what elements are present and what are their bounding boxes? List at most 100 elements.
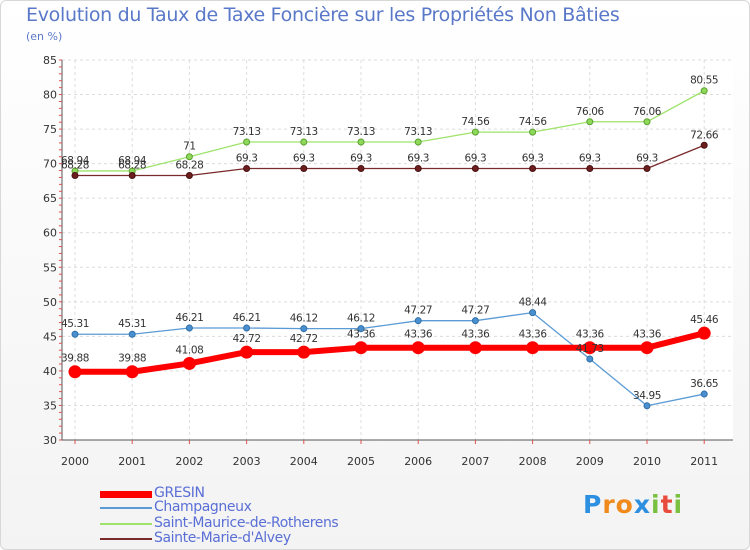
data-point-sainte-marie-d-alvey [128, 172, 136, 180]
series-line-sainte-marie-d-alvey [75, 144, 705, 177]
data-label-gresin: 41.08 [175, 344, 203, 356]
data-point-gresin [68, 365, 82, 379]
data-point-sainte-marie-d-alvey [243, 164, 251, 172]
legend-swatch-champagneux [100, 507, 152, 509]
data-point-sainte-marie-d-alvey [471, 164, 479, 172]
y-tick-label: 65 [43, 192, 57, 205]
data-label-gresin: 43.36 [519, 329, 548, 341]
data-point-saint-maurice-de-rotherens [471, 128, 479, 136]
y-tick-label: 30 [43, 434, 57, 447]
data-point-champagneux [586, 355, 594, 363]
data-label-sainte-marie-d-alvey: 69.3 [236, 152, 258, 164]
y-tick-label: 40 [43, 365, 57, 378]
data-point-sainte-marie-d-alvey [300, 164, 308, 172]
legend-item-champagneux[interactable]: Champagneux [100, 499, 400, 515]
data-label-champagneux: 46.21 [175, 312, 203, 324]
data-label-sainte-marie-d-alvey: 69.3 [636, 152, 658, 164]
data-label-gresin: 42.72 [233, 333, 261, 345]
data-point-champagneux [414, 317, 422, 325]
data-label-champagneux: 34.95 [633, 390, 661, 402]
data-point-gresin [240, 345, 254, 359]
legend-swatch-sainte-marie [100, 538, 152, 540]
data-point-saint-maurice-de-rotherens [586, 118, 594, 126]
data-label-gresin: 43.36 [576, 329, 605, 341]
data-point-champagneux [71, 330, 79, 338]
data-point-champagneux [300, 325, 308, 333]
series-line-gresin [75, 330, 705, 375]
chart-title: Evolution du Taux de Taxe Foncière sur l… [26, 4, 620, 26]
data-label-champagneux: 46.12 [347, 313, 375, 325]
legend-item-saint-maurice[interactable]: Saint-Maurice-de-Rotherens [100, 515, 400, 531]
data-point-sainte-marie-d-alvey [700, 141, 708, 149]
data-point-champagneux [243, 324, 251, 332]
data-label-champagneux: 36.65 [690, 378, 718, 390]
data-point-sainte-marie-d-alvey [586, 164, 594, 172]
data-point-champagneux [643, 402, 651, 410]
data-label-champagneux: 46.21 [233, 312, 261, 324]
data-label-champagneux: 48.44 [519, 297, 548, 309]
data-label-gresin: 39.88 [118, 353, 146, 365]
data-point-gresin [297, 345, 311, 359]
legend-label-champagneux: Champagneux [154, 499, 252, 515]
y-tick-label: 85 [43, 54, 57, 67]
proxiti-logo: Proxiti [583, 490, 683, 519]
data-label-saint-maurice-de-rotherens: 71 [183, 141, 196, 153]
data-label-gresin: 43.36 [347, 329, 376, 341]
data-label-saint-maurice-de-rotherens: 76.06 [633, 106, 662, 118]
data-point-champagneux [471, 317, 479, 325]
chart-subtitle: (en %) [26, 30, 63, 43]
data-label-saint-maurice-de-rotherens: 76.06 [576, 106, 605, 118]
data-label-sainte-marie-d-alvey: 69.3 [407, 152, 429, 164]
data-label-saint-maurice-de-rotherens: 74.56 [461, 116, 490, 128]
logo-letter: o [615, 490, 634, 519]
data-point-sainte-marie-d-alvey [357, 164, 365, 172]
logo-letter: t [660, 490, 674, 519]
data-label-sainte-marie-d-alvey: 68.28 [175, 160, 203, 172]
legend-item-sainte-marie[interactable]: Sainte-Marie-d'Alvey [100, 530, 400, 546]
x-tick-label: 2004 [290, 455, 318, 468]
data-label-champagneux: 47.27 [461, 305, 489, 317]
data-label-sainte-marie-d-alvey: 68.28 [118, 160, 146, 172]
y-tick-label: 80 [43, 89, 57, 102]
logo-letter: i [673, 490, 684, 519]
x-tick-label: 2009 [576, 455, 604, 468]
data-label-saint-maurice-de-rotherens: 73.13 [233, 126, 261, 138]
data-label-saint-maurice-de-rotherens: 73.13 [347, 126, 375, 138]
data-label-champagneux: 45.31 [61, 318, 89, 330]
legend-label-sainte-marie: Sainte-Marie-d'Alvey [154, 530, 291, 546]
data-label-sainte-marie-d-alvey: 72.66 [690, 129, 719, 141]
data-label-gresin: 45.46 [690, 314, 719, 326]
data-point-champagneux [700, 390, 708, 398]
data-point-saint-maurice-de-rotherens [414, 138, 422, 146]
data-label-champagneux: 45.31 [118, 318, 146, 330]
logo-letter: P [583, 490, 603, 519]
data-point-saint-maurice-de-rotherens [357, 138, 365, 146]
data-point-saint-maurice-de-rotherens [700, 87, 708, 95]
logo-letter: i [651, 490, 661, 519]
plot-area [62, 60, 733, 440]
data-point-gresin [182, 356, 196, 370]
data-point-gresin [697, 326, 711, 340]
data-label-gresin: 43.36 [461, 329, 490, 341]
data-point-saint-maurice-de-rotherens [300, 138, 308, 146]
data-label-champagneux: 47.27 [404, 305, 432, 317]
data-point-gresin [125, 365, 139, 379]
data-point-champagneux [529, 309, 537, 317]
y-tick-label: 45 [43, 330, 57, 343]
legend-item-gresin[interactable]: GRESIN [100, 485, 400, 501]
data-label-gresin: 43.36 [633, 329, 662, 341]
legend-label-saint-maurice: Saint-Maurice-de-Rotherens [154, 515, 339, 531]
x-tick-label: 2003 [233, 455, 261, 468]
data-label-gresin: 43.36 [404, 329, 433, 341]
data-point-gresin [583, 341, 597, 355]
x-tick-label: 2000 [61, 455, 89, 468]
data-label-sainte-marie-d-alvey: 69.3 [465, 152, 487, 164]
y-tick-label: 55 [43, 261, 57, 274]
y-tick-label: 35 [43, 399, 57, 412]
x-tick-label: 2002 [175, 455, 203, 468]
data-point-sainte-marie-d-alvey [529, 164, 537, 172]
logo-letter: r [602, 490, 616, 519]
legend-swatch-gresin [100, 491, 152, 498]
logo-letter: x [633, 490, 651, 519]
